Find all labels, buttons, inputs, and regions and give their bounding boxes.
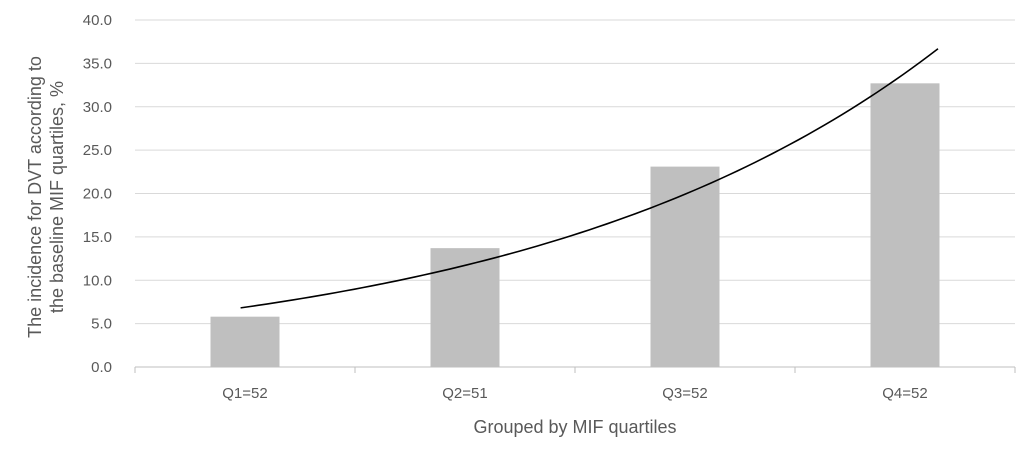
y-tick-label: 40.0: [83, 12, 112, 29]
y-tick-label: 0.0: [91, 359, 112, 376]
x-tick-label: Q3=52: [662, 385, 707, 402]
bar: [650, 166, 720, 367]
y-tick-label: 5.0: [91, 316, 112, 333]
y-tick-label: 30.0: [83, 99, 112, 116]
y-tick-labels: 0.0 5.0 10.0 15.0 20.0 25.0 30.0 35.0 40.0: [83, 12, 112, 376]
y-axis-title: The incidence for DVT according to the b…: [25, 56, 67, 338]
x-tick-label: Q4=52: [882, 385, 927, 402]
y-axis-title-line-2: the baseline MIF quartiles, %: [47, 81, 67, 313]
bar: [210, 316, 280, 367]
trendline-layer: [240, 48, 939, 309]
x-axis: [134, 366, 1016, 373]
y-tick-label: 35.0: [83, 55, 112, 72]
bar: [430, 248, 500, 367]
x-tick-labels: Q1=52 Q2=51 Q3=52 Q4=52: [222, 385, 927, 402]
bar-series: [210, 83, 940, 367]
y-tick-label: 10.0: [83, 272, 112, 289]
x-tick-label: Q2=51: [442, 385, 487, 402]
y-tick-label: 15.0: [83, 229, 112, 246]
y-tick-label: 20.0: [83, 186, 112, 203]
gridlines: [135, 19, 1015, 325]
y-axis-title-line-1: The incidence for DVT according to: [25, 56, 45, 338]
y-tick-label: 25.0: [83, 142, 112, 159]
bar: [870, 83, 940, 367]
exponential-trendline: [240, 48, 939, 309]
x-axis-title: Grouped by MIF quartiles: [473, 417, 676, 437]
x-tick-label: Q1=52: [222, 385, 267, 402]
